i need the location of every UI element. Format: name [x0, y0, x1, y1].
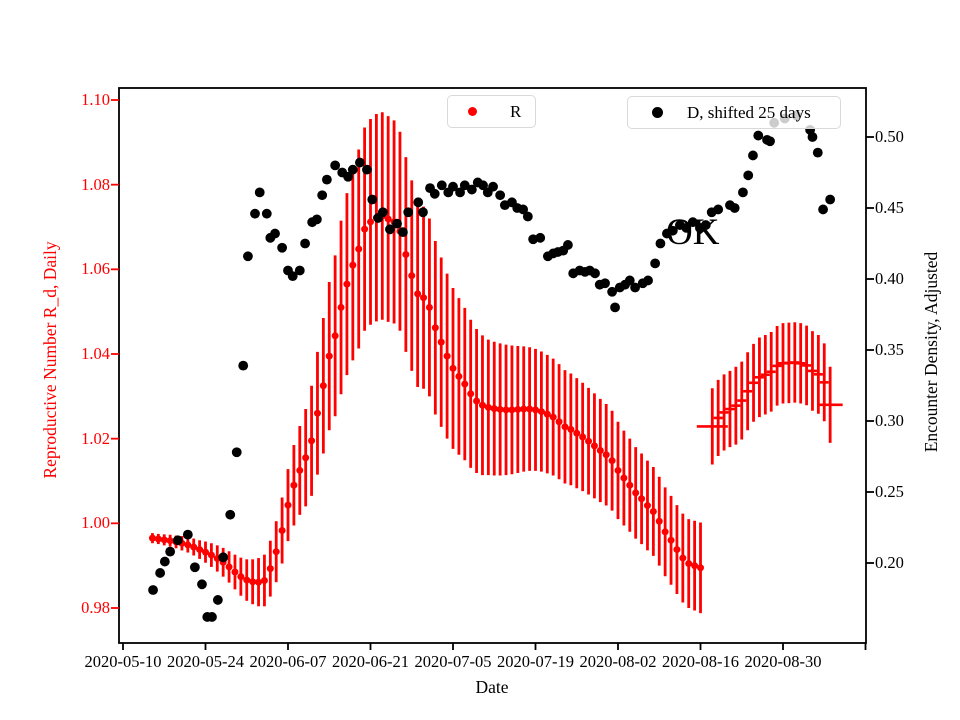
x-tick-label-2: 2020-06-07: [249, 652, 327, 671]
y-right-tick-label-4: 0.40: [875, 269, 904, 288]
axes-frame: [118, 87, 867, 644]
legend-marker-r-icon: [468, 107, 477, 116]
legend-label-d: D, shifted 25 days: [687, 102, 811, 122]
y-left-tick-label-0: 0.98: [81, 597, 110, 617]
legend-box-r: R: [447, 95, 536, 128]
y-right-tick-label-3: 0.35: [875, 340, 904, 359]
legend-box-d: D, shifted 25 days: [627, 96, 841, 129]
y-right-tick-label-5: 0.45: [875, 198, 904, 217]
y-left-tick-label-3: 1.04: [81, 343, 110, 363]
r-dots: [148, 212, 705, 586]
x-tick-label-6: 2020-08-02: [579, 652, 657, 671]
y-axis-label-right: Encounter Density, Adjusted: [921, 251, 941, 453]
x-tick-label-8: 2020-08-30: [744, 652, 822, 671]
y-left-tick-label-2: 1.02: [81, 428, 110, 448]
r-recent-errorbars: [696, 322, 843, 465]
d-dots: [148, 110, 836, 622]
x-tick-label-5: 2020-07-19: [497, 652, 574, 671]
x-axis-label: Date: [475, 677, 509, 697]
y-axis-label-left: Reproductive Number R_d, Daily: [40, 241, 60, 479]
legend-marker-d-icon: [652, 107, 663, 118]
x-tick-label-4: 2020-07-05: [414, 652, 492, 671]
y-right-tick-label-6: 0.50: [875, 127, 904, 146]
x-tick-label-1: 2020-05-24: [167, 652, 244, 671]
y-right-tick-label-1: 0.25: [875, 482, 904, 501]
y-left-tick-label-1: 1.00: [81, 513, 110, 533]
legend-label-r: R: [510, 101, 522, 121]
y-right-tick-label-0: 0.20: [875, 553, 904, 572]
x-tick-label-3: 2020-06-21: [332, 652, 409, 671]
x-tick-label-7: 2020-08-16: [662, 652, 739, 671]
y-left-tick-label-6: 1.10: [81, 90, 110, 109]
y-left-tick-label-5: 1.08: [81, 174, 110, 194]
y-left-tick-label-4: 1.06: [81, 259, 110, 279]
y-right-tick-label-2: 0.30: [875, 411, 904, 430]
x-tick-label-0: 2020-05-10: [84, 652, 162, 671]
